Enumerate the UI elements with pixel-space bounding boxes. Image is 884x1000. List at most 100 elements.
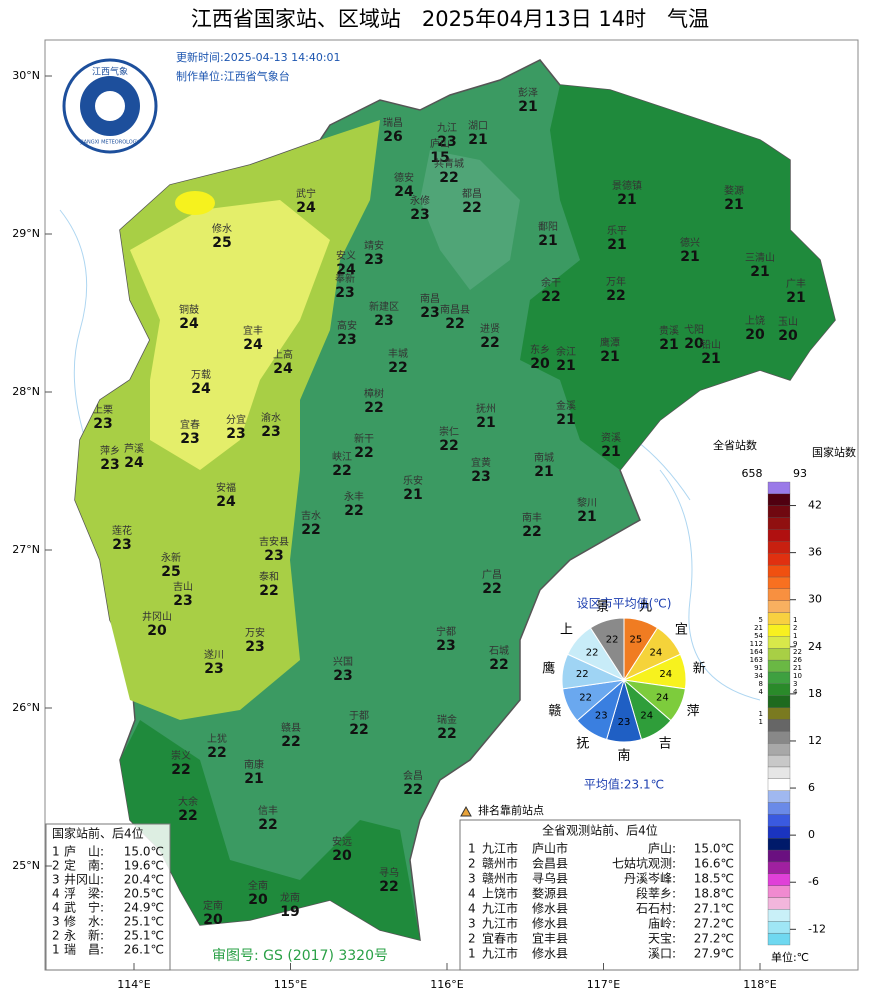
- lon-label: 118°E: [743, 978, 776, 991]
- station-name: 湖口: [468, 120, 488, 132]
- all-cell: 16.6℃: [694, 857, 734, 871]
- national-cell: 浮 梁:: [64, 886, 104, 901]
- station-value: 24: [191, 381, 211, 397]
- national-cell: 武 宁:: [64, 900, 104, 915]
- all-cell: 2: [468, 932, 476, 946]
- national-cell: 1: [52, 943, 60, 957]
- pie-value: 22: [606, 635, 619, 646]
- all-cell: 赣州市: [482, 871, 518, 886]
- station-value: 21: [617, 192, 636, 208]
- station-name: 广昌: [482, 569, 502, 581]
- national-cell: 修 水:: [64, 914, 104, 929]
- station-value: 20: [684, 336, 704, 352]
- station-name: 井冈山: [142, 610, 172, 623]
- station-name: 弋阳: [684, 323, 704, 336]
- count-all: 91: [754, 664, 763, 672]
- station-name: 龙南: [280, 891, 300, 904]
- pie-label: 抚: [576, 736, 589, 751]
- station-name: 瑞昌: [383, 117, 403, 129]
- station-value: 22: [344, 503, 363, 519]
- station-name: 全南: [248, 879, 268, 892]
- station-value: 26: [383, 129, 402, 145]
- pie-value: 24: [649, 647, 662, 658]
- station-value: 21: [534, 464, 553, 480]
- colorbar: 42363024181260-6-12全省站数658国家站数9352154112…: [713, 438, 856, 964]
- top-marker: [460, 805, 472, 817]
- all-cell: 庐山:: [648, 841, 676, 856]
- station-name: 彭泽: [518, 86, 538, 99]
- lat-label: 27°N: [12, 543, 40, 556]
- colorbar-cell: [767, 659, 791, 673]
- station-name: 赣县: [281, 721, 301, 734]
- station-value: 24: [216, 494, 236, 510]
- colorbar-cell: [767, 897, 791, 910]
- colorbar-cell: [767, 790, 791, 803]
- station-value: 22: [489, 657, 508, 673]
- station-value: 20: [530, 356, 550, 372]
- all-cell: 27.2℃: [694, 917, 734, 931]
- colorbar-label: 24: [808, 640, 822, 653]
- station-value: 21: [607, 237, 626, 253]
- station-value: 22: [480, 335, 499, 351]
- colorbar-label: 18: [808, 687, 822, 700]
- colorbar-label: 0: [808, 828, 815, 841]
- station-name: 德兴: [680, 236, 700, 249]
- count-all: 8: [759, 680, 763, 688]
- station-name: 黎川: [577, 496, 597, 509]
- station-value: 24: [394, 184, 414, 200]
- national-box: [45, 823, 171, 971]
- lon-label: 115°E: [274, 978, 307, 991]
- national-cell: 3: [52, 915, 60, 929]
- all-cell: 九江市: [482, 841, 518, 856]
- station-name: 东乡: [530, 343, 550, 356]
- station-name: 宜春: [180, 418, 200, 431]
- national-box-title: 国家站前、后4位: [52, 826, 144, 841]
- station-value: 23: [173, 593, 192, 609]
- station-value: 21: [403, 487, 422, 503]
- all-cell: 修水县: [532, 946, 568, 961]
- station-name: 南康: [244, 758, 264, 771]
- colorbar-label: 30: [808, 593, 822, 606]
- station-value: 21: [556, 358, 575, 374]
- head-all-count: 658: [742, 467, 763, 480]
- national-cell: 2: [52, 929, 60, 943]
- all-cell: 上饶市: [482, 886, 518, 901]
- station-value: 22: [439, 438, 458, 454]
- station-value: 25: [212, 235, 231, 251]
- pie-value: 24: [656, 693, 669, 704]
- station-value: 24: [336, 262, 356, 278]
- station-name: 宜黄: [471, 456, 491, 469]
- station-name: 分宜: [226, 413, 246, 426]
- all-cell: 15.0℃: [694, 842, 734, 856]
- national-cell: 2: [52, 859, 60, 873]
- all-cell: 18.5℃: [694, 872, 734, 886]
- station-value: 21: [750, 264, 769, 280]
- colorbar-cell: [767, 885, 791, 898]
- logo-bottom: JIANGXI METEOROLOGY: [80, 140, 141, 146]
- station-name: 上犹: [207, 733, 227, 745]
- station-value: 22: [445, 316, 464, 332]
- station-value: 23: [226, 426, 245, 442]
- station-value: 23: [374, 313, 393, 329]
- all-cell: 宜春市: [482, 931, 518, 946]
- station-name: 永新: [161, 551, 181, 564]
- lat-label: 28°N: [12, 385, 40, 398]
- station-value: 20: [332, 848, 352, 864]
- station-value: 24: [296, 200, 316, 216]
- national-cell: 4: [52, 901, 60, 915]
- station-name: 永丰: [344, 490, 364, 503]
- pie-label: 新: [693, 661, 706, 677]
- station-name: 新建区: [369, 300, 399, 313]
- colorbar-label: -6: [808, 875, 819, 888]
- station-name: 南丰: [522, 511, 542, 524]
- national-cell: 瑞 昌:: [64, 943, 104, 957]
- colorbar-cell: [767, 648, 791, 661]
- count-all: 21: [754, 624, 763, 632]
- station-name: 吉水: [301, 510, 321, 522]
- national-cell: 24.9℃: [124, 901, 164, 915]
- station-name: 安福: [216, 481, 236, 494]
- count-all: 34: [754, 672, 763, 680]
- station-name: 进贤: [480, 323, 500, 335]
- station-name: 南昌: [420, 292, 440, 305]
